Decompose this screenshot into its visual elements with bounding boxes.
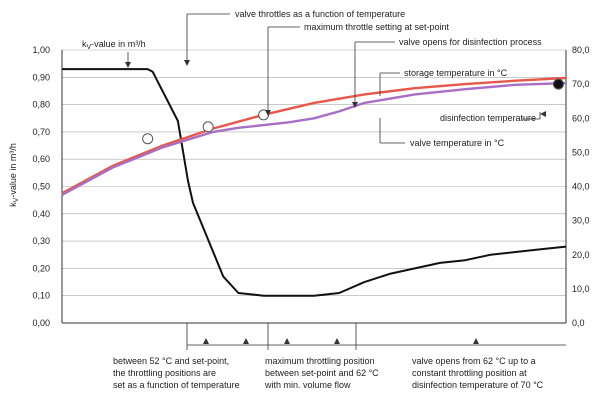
phase-text-line: with min. volume flow — [264, 380, 351, 390]
phase-text-line: set as a function of temperature — [113, 380, 240, 390]
annotations: valve throttles as a function of tempera… — [82, 9, 546, 148]
phase-text-line: the throttling positions are — [113, 368, 216, 378]
tick-label-left: 0,70 — [32, 127, 50, 137]
tick-label-left: 0,80 — [32, 100, 50, 110]
series-line — [61, 81, 567, 197]
kv-label: kV-value in m³/h — [82, 39, 146, 51]
y-axis-label-left: kV-value in m³/h — [8, 143, 20, 207]
tick-labels: 0,00 0,10 0,20 0,30 0,40 0,50 0,60 0,70 0,80 0,90… — [32, 45, 589, 328]
annotation-label: storage temperature in °C — [404, 68, 508, 78]
markers — [142, 78, 564, 145]
annotation-label: valve temperature in °C — [410, 138, 505, 148]
phase-axis — [186, 323, 566, 350]
data-marker — [202, 121, 214, 133]
tick-label-left: 1,00 — [32, 45, 50, 55]
arrow-head — [184, 60, 190, 66]
phase-text-line: valve opens from 62 °C up to a — [412, 356, 536, 366]
tick-label-left: 0,90 — [32, 72, 50, 82]
phase-text-line: between 52 °C and set-point, — [113, 356, 229, 366]
tick-label-right: 10,0 — [572, 284, 590, 294]
tick-label-left: 0,30 — [32, 236, 50, 246]
annotation-label: disinfection temperature — [440, 113, 536, 123]
tick-label-right: 60,0 — [572, 113, 590, 123]
tick-label-right: 20,0 — [572, 250, 590, 260]
tick-label-right: 50,0 — [572, 147, 590, 157]
tick-label-left: 0,40 — [32, 209, 50, 219]
tick-label-left: 0,00 — [32, 318, 50, 328]
phase-text-line: maximum throttling position — [265, 356, 375, 366]
annotation-label: valve opens for disinfection process — [399, 37, 542, 47]
tick-label-left: 0,60 — [32, 154, 50, 164]
series — [61, 68, 567, 297]
phase-descriptions: between 52 °C and set-point, the throttli… — [113, 356, 544, 390]
tick-label-right: 40,0 — [572, 182, 590, 192]
data-marker — [258, 109, 270, 121]
grid — [61, 49, 567, 324]
tick-label-right: 80,0 — [572, 45, 590, 55]
series-line — [62, 68, 567, 297]
tick-label-left: 0,10 — [32, 291, 50, 301]
phase-text-line: constant throttling position at — [412, 368, 527, 378]
arrow-head — [352, 102, 358, 108]
phase-arrow — [473, 338, 479, 344]
phase-arrow — [284, 338, 290, 344]
series-line — [61, 76, 567, 195]
tick-label-right: 30,0 — [572, 216, 590, 226]
data-marker — [552, 78, 564, 90]
annotation-label: valve throttles as a function of tempera… — [235, 9, 405, 19]
tick-label-left: 0,50 — [32, 182, 50, 192]
annotation-label: maximum throttle setting at set-point — [304, 22, 450, 32]
data-marker — [142, 133, 154, 145]
tick-label-right: 70,0 — [572, 79, 590, 89]
phase-arrow — [334, 338, 340, 344]
arrow-head — [125, 62, 131, 68]
phase-text-line: between set-point and 62 °C — [265, 368, 379, 378]
tick-label-right: 0,0 — [572, 318, 585, 328]
tick-label-left: 0,20 — [32, 263, 50, 273]
arrow-head — [265, 110, 271, 116]
phase-arrow — [243, 338, 249, 344]
phase-arrow — [203, 338, 209, 344]
phase-text-line: disinfection temperature of 70 °C — [412, 380, 544, 390]
arrow-head — [540, 111, 546, 117]
